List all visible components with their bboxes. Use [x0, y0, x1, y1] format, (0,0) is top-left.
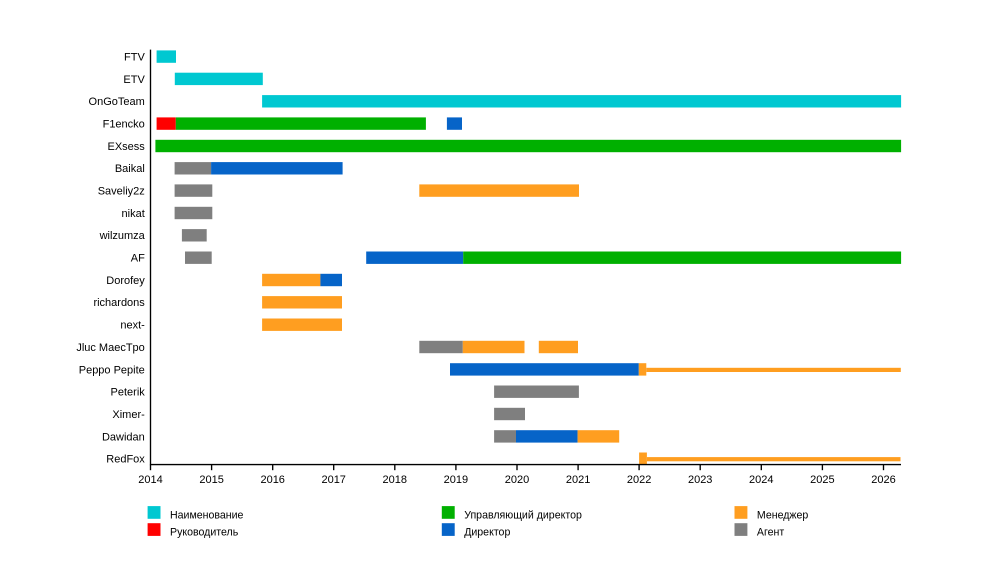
svg-text:Peterik: Peterik — [111, 387, 146, 399]
svg-text:next-: next- — [120, 320, 145, 332]
svg-text:wilzumza: wilzumza — [99, 230, 146, 242]
svg-text:2014: 2014 — [138, 474, 162, 486]
svg-text:Peppo Pepite: Peppo Pepite — [79, 364, 145, 376]
svg-text:2016: 2016 — [260, 474, 284, 486]
svg-text:ETV: ETV — [123, 74, 145, 86]
svg-text:EXsess: EXsess — [108, 141, 146, 153]
svg-text:2019: 2019 — [444, 474, 468, 486]
svg-text:OnGoTeam: OnGoTeam — [89, 96, 145, 108]
svg-text:Dawidan: Dawidan — [102, 431, 145, 443]
svg-text:RedFox: RedFox — [106, 454, 145, 466]
svg-text:2017: 2017 — [321, 474, 345, 486]
svg-text:FTV: FTV — [124, 52, 145, 64]
svg-text:nikat: nikat — [122, 208, 145, 220]
svg-text:2021: 2021 — [566, 474, 590, 486]
svg-text:Наименование: Наименование — [170, 509, 244, 521]
svg-text:2022: 2022 — [627, 474, 651, 486]
svg-text:richardons: richardons — [93, 297, 145, 309]
svg-text:Baikal: Baikal — [115, 163, 145, 175]
svg-text:2025: 2025 — [810, 474, 834, 486]
svg-text:Dorofey: Dorofey — [106, 275, 145, 287]
svg-text:Управляющий директор: Управляющий директор — [464, 509, 582, 521]
svg-text:Директор: Директор — [464, 526, 510, 538]
svg-text:2020: 2020 — [505, 474, 529, 486]
svg-text:F1encko: F1encko — [103, 119, 145, 131]
svg-text:Jluc MaecTpo: Jluc MaecTpo — [76, 342, 144, 354]
svg-text:AF: AF — [131, 253, 145, 265]
svg-text:Агент: Агент — [757, 526, 784, 538]
svg-text:Ximer-: Ximer- — [112, 409, 145, 421]
svg-text:2018: 2018 — [383, 474, 407, 486]
svg-text:2015: 2015 — [199, 474, 223, 486]
svg-text:2026: 2026 — [871, 474, 895, 486]
svg-text:2023: 2023 — [688, 474, 712, 486]
svg-text:Руководитель: Руководитель — [170, 526, 239, 538]
svg-text:Saveliy2z: Saveliy2z — [98, 186, 145, 198]
svg-text:2024: 2024 — [749, 474, 773, 486]
svg-text:Менеджер: Менеджер — [757, 509, 809, 521]
